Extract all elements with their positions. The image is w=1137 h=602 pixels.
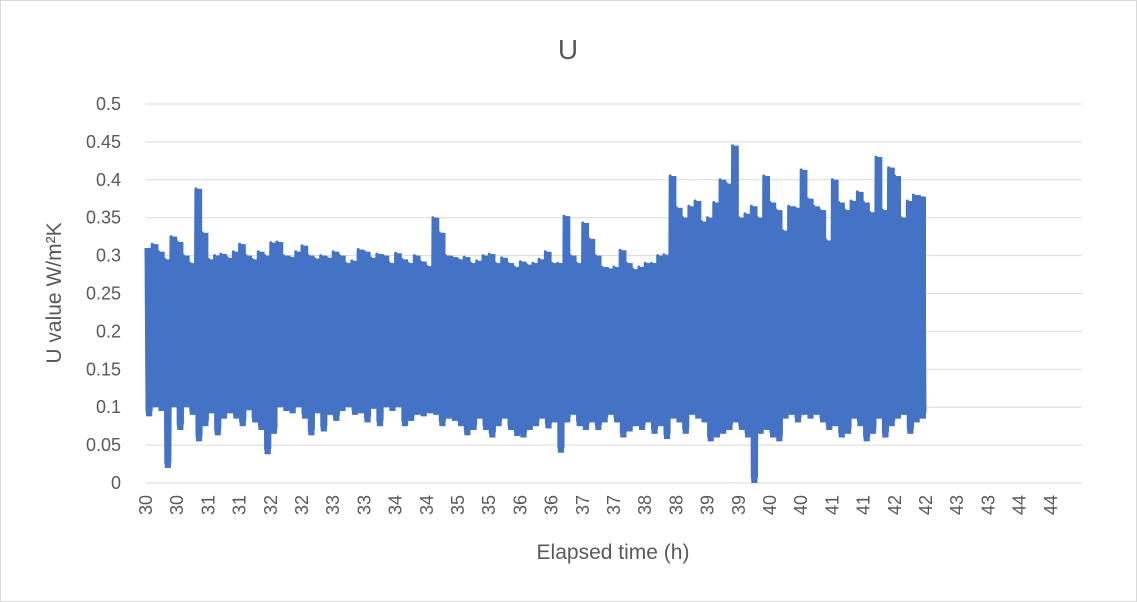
y-tick-label: 0 xyxy=(111,473,121,493)
chart-title: U xyxy=(558,34,578,65)
x-tick-label: 39 xyxy=(729,495,749,515)
x-tick-label: 31 xyxy=(230,495,250,515)
x-tick-label: 42 xyxy=(916,495,936,515)
x-tick-label: 38 xyxy=(635,495,655,515)
x-tick-label: 44 xyxy=(1010,495,1030,515)
x-axis-title: Elapsed time (h) xyxy=(537,541,690,564)
x-tick-label: 37 xyxy=(604,495,624,515)
y-tick-label: 0.35 xyxy=(86,208,121,228)
x-tick-label: 39 xyxy=(698,495,718,515)
series-0 xyxy=(144,144,927,483)
y-tick-label: 0.1 xyxy=(96,397,121,417)
x-tick-label: 44 xyxy=(1041,495,1061,515)
y-tick-label: 0.25 xyxy=(86,284,121,304)
x-tick-label: 37 xyxy=(573,495,593,515)
x-tick-label: 35 xyxy=(479,495,499,515)
x-tick-label: 41 xyxy=(822,495,842,515)
x-tick-label: 30 xyxy=(167,495,187,515)
y-axis-title: U value W/m²K xyxy=(43,222,66,363)
y-tick-label: 0.05 xyxy=(86,435,121,455)
x-tick-label: 32 xyxy=(292,495,312,515)
y-tick-label: 0.15 xyxy=(86,359,121,379)
x-tick-label: 30 xyxy=(136,495,156,515)
x-tick-label: 36 xyxy=(542,495,562,515)
x-tick-label: 43 xyxy=(978,495,998,515)
x-tick-label: 34 xyxy=(386,495,406,515)
y-tick-label: 0.45 xyxy=(86,132,121,152)
x-tick-label: 31 xyxy=(198,495,218,515)
y-tick-label: 0.2 xyxy=(96,321,121,341)
x-tick-label: 41 xyxy=(854,495,874,515)
x-tick-label: 42 xyxy=(885,495,905,515)
series-line xyxy=(144,144,927,480)
x-tick-label: 33 xyxy=(354,495,374,515)
x-tick-label: 33 xyxy=(323,495,343,515)
y-tick-labels: 0 0.05 0.1 0.15 0.2 0.25 0.3 0.35 0.4 0.45 0.5 xyxy=(86,94,121,493)
series-layer xyxy=(144,144,927,483)
x-tick-label: 35 xyxy=(448,495,468,515)
x-tick-label: 40 xyxy=(760,495,780,515)
x-tick-label: 40 xyxy=(791,495,811,515)
y-tick-label: 0.5 xyxy=(96,94,121,114)
x-tick-label: 43 xyxy=(947,495,967,515)
x-tick-labels: 30 30 31 31 32 32 33 33 34 34 35 35 36 36 37 37 38 38 39 39… xyxy=(136,495,1061,515)
x-tick-label: 38 xyxy=(666,495,686,515)
y-tick-label: 0.4 xyxy=(96,170,121,190)
y-tick-label: 0.3 xyxy=(96,246,121,266)
x-tick-label: 36 xyxy=(510,495,530,515)
x-tick-label: 32 xyxy=(261,495,281,515)
x-tick-label: 34 xyxy=(417,495,437,515)
